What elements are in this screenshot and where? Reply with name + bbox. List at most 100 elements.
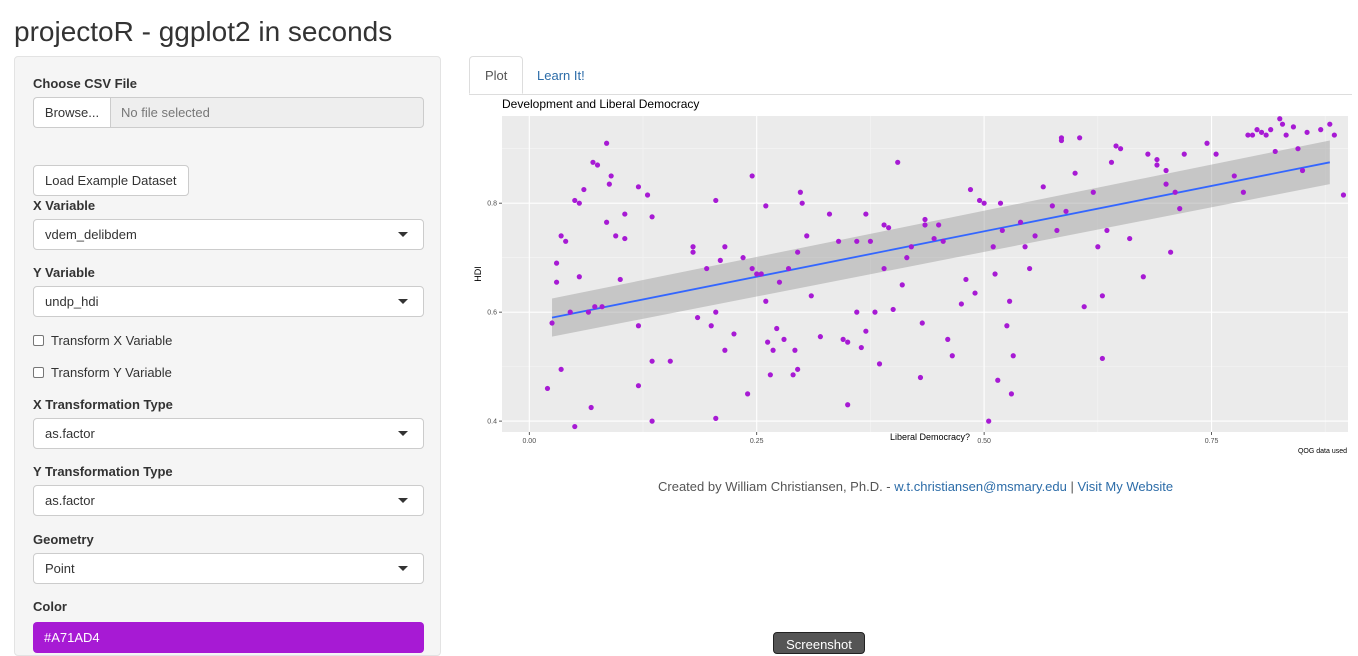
color-picker-input[interactable]: #A71AD4 (33, 622, 424, 653)
page-title: projectoR - ggplot2 in seconds (14, 16, 393, 47)
data-point (867, 238, 874, 244)
data-point (1140, 274, 1146, 280)
data-point (1007, 298, 1013, 304)
x-axis-title: Liberal Democracy? (890, 432, 970, 442)
data-point (576, 200, 582, 206)
data-point (1240, 189, 1246, 195)
transform-y-checkbox[interactable]: Transform Y Variable (33, 365, 172, 380)
y-tick-label: 0.6 (487, 310, 497, 317)
data-point (622, 235, 628, 242)
data-point (553, 279, 560, 285)
data-point (1113, 143, 1119, 149)
data-point (599, 304, 605, 310)
data-point (799, 200, 805, 206)
tab-learn-it[interactable]: Learn It! (537, 67, 585, 83)
data-point (992, 271, 998, 277)
data-point (776, 279, 783, 285)
grid-lines (502, 116, 1348, 432)
data-point (567, 309, 573, 315)
data-point (694, 314, 701, 321)
data-point (999, 227, 1005, 234)
data-point (1108, 159, 1115, 165)
data-point (890, 306, 896, 313)
data-point (722, 244, 728, 250)
data-point (922, 222, 928, 228)
data-point (754, 271, 760, 277)
data-point (981, 200, 987, 206)
data-point (1163, 181, 1169, 187)
sidebar-panel: Choose CSV File Browse... No file select… (14, 56, 441, 656)
x-transform-value: as.factor (45, 426, 95, 441)
data-point (881, 222, 887, 228)
data-point (792, 347, 798, 353)
data-point (1168, 249, 1174, 255)
regression-line (551, 161, 1330, 319)
data-point (1327, 121, 1333, 127)
checkbox-icon[interactable] (33, 367, 44, 378)
y-tick-label: 0.8 (487, 201, 497, 208)
data-point (1054, 227, 1060, 234)
checkbox-icon[interactable] (33, 335, 44, 346)
points-layer (544, 116, 1347, 430)
browse-button[interactable]: Browse... (33, 97, 110, 128)
data-point (895, 159, 901, 165)
footer-separator: | (1066, 479, 1078, 494)
y-axis-title: HDI (473, 266, 483, 282)
data-point (1245, 132, 1251, 138)
data-point (1127, 235, 1133, 242)
data-point (1181, 151, 1187, 157)
data-point (1213, 151, 1219, 157)
website-link[interactable]: Visit My Website (1077, 479, 1174, 494)
data-point (770, 347, 776, 353)
data-point (613, 233, 619, 239)
data-point (949, 353, 955, 359)
data-point (708, 323, 714, 329)
y-variable-label: Y Variable (33, 265, 95, 280)
transform-x-label: Transform X Variable (51, 333, 173, 348)
x-tick-label: 0.50 (977, 438, 991, 445)
data-point (854, 309, 860, 315)
data-point (872, 309, 878, 315)
data-point (790, 372, 796, 378)
data-point (649, 214, 655, 220)
data-point (1318, 127, 1324, 133)
data-point (1063, 208, 1069, 214)
data-point (795, 366, 801, 372)
data-point (917, 374, 924, 381)
data-point (558, 233, 564, 239)
transform-x-checkbox[interactable]: Transform X Variable (33, 333, 172, 348)
geometry-select[interactable]: Point (33, 553, 424, 584)
data-point (649, 358, 655, 364)
data-point (826, 211, 833, 217)
y-variable-select[interactable]: undp_hdi (33, 286, 424, 317)
data-point (606, 181, 612, 187)
data-point (1017, 219, 1024, 225)
data-point (1258, 129, 1265, 135)
data-point (1154, 162, 1160, 168)
data-point (922, 216, 928, 223)
screenshot-button[interactable]: Screenshot (773, 632, 865, 654)
email-link[interactable]: w.t.christiansen@msmary.edu (894, 479, 1067, 494)
x-variable-select[interactable]: vdem_delibdem (33, 219, 424, 250)
data-point (958, 301, 964, 307)
data-point (1283, 132, 1289, 138)
data-point (845, 339, 851, 345)
data-point (919, 320, 925, 326)
y-transform-value: as.factor (45, 493, 95, 508)
data-point (1077, 135, 1083, 141)
tab-plot[interactable]: Plot (469, 56, 524, 94)
x-transform-select[interactable]: as.factor (33, 418, 424, 449)
data-point (604, 219, 610, 225)
data-point (840, 336, 846, 342)
data-point (1154, 156, 1160, 163)
data-point (1081, 304, 1087, 310)
data-point (1172, 189, 1178, 195)
y-transform-select[interactable]: as.factor (33, 485, 424, 516)
data-point (795, 249, 801, 255)
data-point (713, 197, 719, 204)
load-example-button[interactable]: Load Example Dataset (33, 165, 189, 196)
data-point (1299, 167, 1306, 174)
file-input[interactable]: Browse... No file selected (33, 97, 424, 128)
data-point (997, 200, 1004, 206)
data-point (745, 391, 751, 397)
